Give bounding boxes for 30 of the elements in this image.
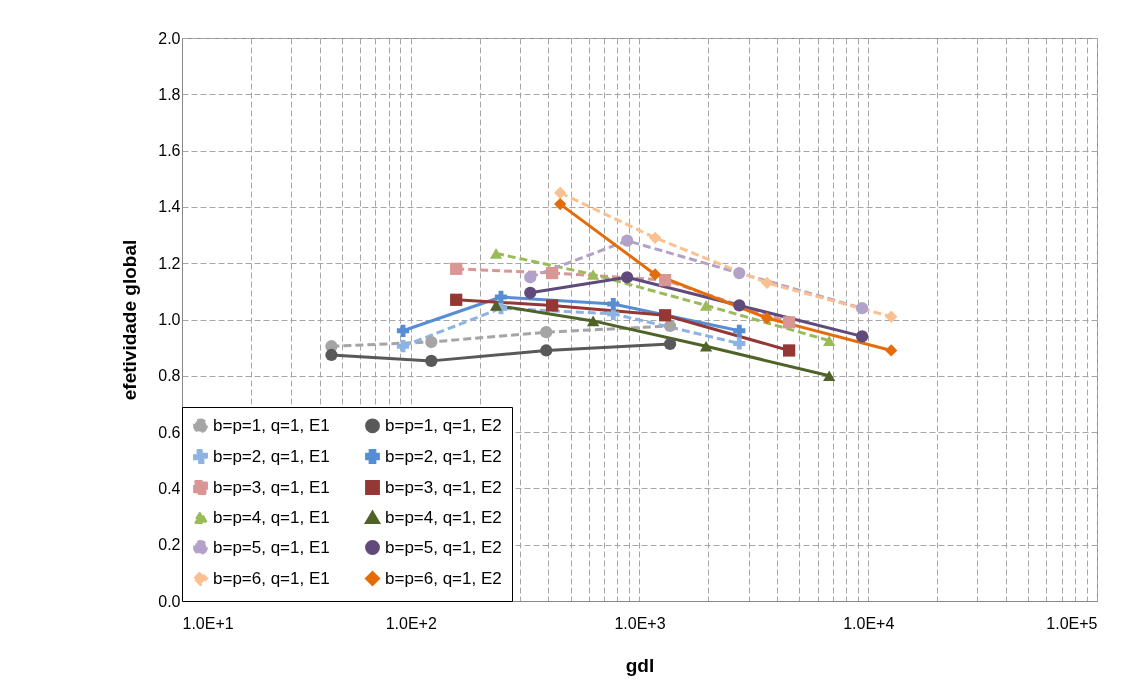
y-tick-label: 0.2 xyxy=(158,536,181,554)
x-axis-title: gdl xyxy=(625,654,655,676)
y-tick-label: 1.2 xyxy=(158,254,181,272)
y-tick-label: 0.4 xyxy=(158,479,181,497)
legend-label: b=p=3, q=1, E1 xyxy=(213,477,330,497)
legend-label: b=p=2, q=1, E1 xyxy=(213,446,330,466)
y-axis-title: efetividade global xyxy=(119,239,141,401)
legend-label: b=p=1, q=1, E1 xyxy=(213,415,330,435)
legend-label: b=p=2, q=1, E2 xyxy=(385,446,502,466)
y-tick-label: 1.0 xyxy=(158,311,181,328)
legend-label: b=p=5, q=1, E1 xyxy=(213,537,330,557)
x-tick-label: 1.0E+3 xyxy=(614,614,666,632)
legend-label: b=p=4, q=1, E1 xyxy=(213,507,330,527)
legend-label: b=p=5, q=1, E2 xyxy=(385,537,502,557)
y-tick-label: 0.6 xyxy=(158,423,181,441)
legend-label: b=p=6, q=1, E2 xyxy=(385,568,502,588)
legend-label: b=p=3, q=1, E2 xyxy=(385,477,502,497)
x-tick-label: 1.0E+1 xyxy=(182,614,234,632)
y-tick-label: 1.6 xyxy=(158,142,181,160)
legend-label: b=p=1, q=1, E2 xyxy=(385,415,502,435)
y-tick-label: 2.0 xyxy=(158,29,181,47)
x-tick-label: 1.0E+5 xyxy=(1046,614,1098,632)
x-tick-label: 1.0E+4 xyxy=(843,614,895,632)
x-tick-label: 1.0E+2 xyxy=(385,614,437,632)
legend-label: b=p=6, q=1, E1 xyxy=(213,568,330,588)
y-tick-label: 1.4 xyxy=(158,198,181,216)
legend-label: b=p=4, q=1, E2 xyxy=(385,507,502,527)
y-tick-label: 1.8 xyxy=(158,85,181,103)
y-tick-label: 0.8 xyxy=(158,367,181,385)
y-tick-label: 0.0 xyxy=(158,592,181,610)
